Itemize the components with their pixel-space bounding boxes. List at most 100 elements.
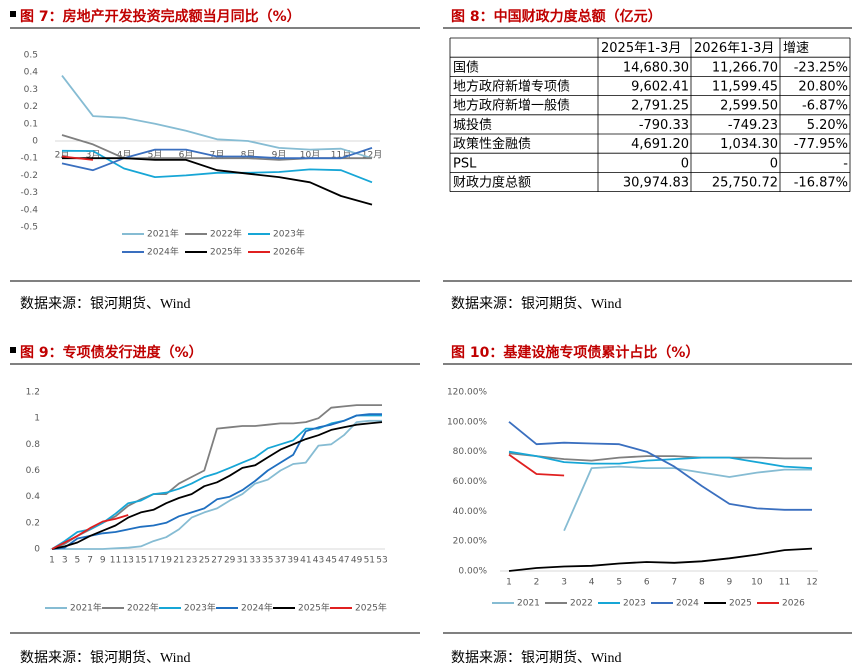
x-tick-label: 31 xyxy=(237,556,248,566)
y-tick-label: 60.00% xyxy=(453,477,488,487)
x-tick-label: 7 xyxy=(87,556,93,566)
x-tick-label: 53 xyxy=(376,556,387,566)
table-cell: 财政力度总额 xyxy=(453,175,531,191)
x-tick-label: 3月 xyxy=(86,150,101,161)
y-tick-label: 100.00% xyxy=(447,417,487,427)
x-tick-label: 47 xyxy=(338,556,349,566)
y-tick-label: 0.3 xyxy=(24,85,38,95)
x-tick-label: 6 xyxy=(644,578,650,588)
series-line xyxy=(61,75,373,160)
y-tick-label: 0 xyxy=(32,137,38,147)
bullet xyxy=(10,11,16,17)
x-tick-label: 12月 xyxy=(362,150,382,161)
legend-label: 2024年 xyxy=(147,246,179,258)
y-tick-label: 1 xyxy=(34,414,40,424)
series-line xyxy=(51,421,383,550)
y-tick-label: 120.00% xyxy=(447,388,487,398)
legend-label: 2026年 xyxy=(273,246,305,258)
x-tick-label: 13 xyxy=(122,556,133,566)
y-tick-label: 0.8 xyxy=(26,440,41,450)
legend-label: 2021年 xyxy=(70,602,102,614)
x-tick-label: 8 xyxy=(699,578,705,588)
y-tick-label: 20.00% xyxy=(453,537,488,547)
y-tick-label: -0.4 xyxy=(20,205,38,215)
table-cell: 政策性金融债 xyxy=(453,136,531,152)
series-line xyxy=(563,465,812,532)
y-tick-label: 80.00% xyxy=(453,447,488,457)
series-line xyxy=(508,547,813,572)
table-cell: -790.33 xyxy=(639,118,689,133)
x-tick-label: 39 xyxy=(287,556,299,566)
x-tick-label: 1 xyxy=(49,556,55,566)
table-cell: 30,974.83 xyxy=(623,176,689,191)
source: 数据来源：银河期货、Wind xyxy=(20,649,191,666)
legend-label: 2023年 xyxy=(184,602,216,614)
series-line xyxy=(508,453,565,477)
x-tick-label: 51 xyxy=(364,556,375,566)
x-tick-label: 11 xyxy=(110,556,121,566)
legend-label: 2023 xyxy=(623,599,646,609)
legend-label: 2026 xyxy=(782,599,805,609)
table-cell: 城投债 xyxy=(453,117,492,133)
x-tick-label: 41 xyxy=(300,556,311,566)
table-cell: 1,034.30 xyxy=(720,137,778,152)
x-tick-label: 5 xyxy=(616,578,622,588)
series-line xyxy=(51,413,382,550)
table-cell: 11,266.70 xyxy=(712,60,778,75)
table-cell: 11,599.45 xyxy=(712,80,778,95)
table-cell: -77.95% xyxy=(794,137,848,152)
chart-title: 图 9：专项债发行进度（%） xyxy=(20,344,203,361)
legend-label: 2022年 xyxy=(127,602,159,614)
legend-label: 2024年 xyxy=(241,602,273,614)
x-tick-label: 19 xyxy=(161,556,173,566)
y-tick-label: 0.4 xyxy=(24,68,39,78)
series-line xyxy=(508,421,812,511)
y-tick-label: 0.6 xyxy=(26,466,41,476)
x-tick-label: 7 xyxy=(671,578,677,588)
legend-label: 2025年 xyxy=(210,246,242,258)
source: 数据来源：银河期货、Wind xyxy=(451,295,622,312)
legend-label: 2023年 xyxy=(273,228,305,240)
y-tick-label: -0.1 xyxy=(20,154,38,164)
legend-label: 2022 xyxy=(570,599,593,609)
x-tick-label: 49 xyxy=(351,556,363,566)
y-tick-label: -0.5 xyxy=(20,223,38,233)
table-cell: -749.23 xyxy=(728,118,778,133)
legend-label: 2022年 xyxy=(210,228,242,240)
y-tick-label: 0.00% xyxy=(458,567,487,577)
series-line xyxy=(508,452,812,462)
series-line xyxy=(61,155,94,161)
x-tick-label: 7月 xyxy=(210,150,225,161)
y-tick-label: 0.5 xyxy=(24,51,38,61)
y-tick-label: 1.2 xyxy=(26,388,40,398)
y-tick-label: 0 xyxy=(34,545,40,555)
x-tick-label: 29 xyxy=(224,556,236,566)
table-cell: 4,691.20 xyxy=(631,137,689,152)
legend-label: 2024 xyxy=(676,599,699,609)
x-tick-label: 9 xyxy=(726,578,732,588)
table-header: 增速 xyxy=(783,41,809,56)
x-tick-label: 25 xyxy=(199,556,210,566)
legend-label: 2021 xyxy=(517,599,540,609)
x-tick-label: 2 xyxy=(534,578,540,588)
x-tick-label: 33 xyxy=(249,556,260,566)
series-line xyxy=(62,157,373,206)
x-tick-label: 1 xyxy=(506,578,512,588)
table-cell: 2,791.25 xyxy=(631,99,689,114)
y-tick-label: 0.2 xyxy=(26,518,40,528)
table-cell: 国债 xyxy=(453,60,479,75)
table-cell: 25,750.72 xyxy=(712,176,778,191)
x-tick-label: 12 xyxy=(806,578,817,588)
x-tick-label: 11月 xyxy=(331,150,351,161)
x-tick-label: 27 xyxy=(211,556,222,566)
x-tick-label: 3 xyxy=(561,578,567,588)
table-cell: PSL xyxy=(453,156,477,171)
x-tick-label: 17 xyxy=(148,556,159,566)
x-tick-label: 4月 xyxy=(117,150,132,161)
table-cell: 20.80% xyxy=(798,80,848,95)
x-tick-label: 6月 xyxy=(179,150,194,161)
source: 数据来源：银河期货、Wind xyxy=(20,295,191,312)
x-tick-label: 10月 xyxy=(300,150,320,161)
y-tick-label: 0.4 xyxy=(26,492,41,502)
